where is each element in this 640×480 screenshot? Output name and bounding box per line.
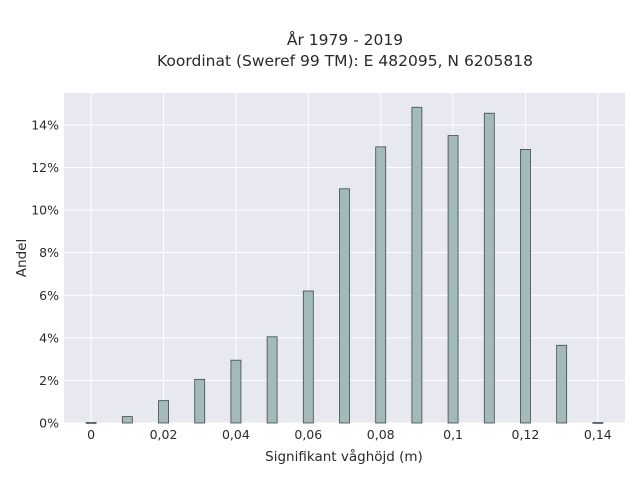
x-tick-label: 0 <box>87 427 95 442</box>
y-axis-label: Andel <box>14 239 30 277</box>
x-axis-label: Signifikant våghöjd (m) <box>265 448 423 465</box>
bar <box>483 112 495 424</box>
x-tick-label: 0,1 <box>443 427 463 442</box>
y-tick-label: 4% <box>39 330 59 345</box>
bar <box>447 135 459 424</box>
x-tick-label: 0,04 <box>222 427 250 442</box>
y-tick-label: 6% <box>39 288 59 303</box>
bar <box>520 149 531 424</box>
x-tick-label: 0,02 <box>150 427 178 442</box>
x-tick-label: 0,12 <box>512 427 540 442</box>
y-tick-label: 0% <box>39 416 59 431</box>
bar <box>266 336 278 424</box>
y-tick-labels: 0% 2% 4% 6% 8% 10% 12% 14% <box>31 117 59 430</box>
bar <box>556 344 568 424</box>
x-tick-labels: 0 0,02 0,04 0,06 0,08 0,1 0,12 0,14 <box>87 427 612 442</box>
bar <box>339 188 350 424</box>
bar <box>121 416 133 424</box>
chart-title-line-2: Koordinat (Sweref 99 TM): E 482095, N 62… <box>157 52 533 70</box>
x-tick-label: 0,06 <box>294 427 322 442</box>
y-tick-label: 10% <box>31 203 59 218</box>
y-tick-label: 14% <box>31 117 59 132</box>
x-tick-label: 0,14 <box>584 427 612 442</box>
bars-group <box>85 106 604 424</box>
x-tick-label: 0,08 <box>367 427 395 442</box>
bar <box>592 422 604 424</box>
bar <box>411 106 423 424</box>
bar <box>158 400 169 424</box>
y-tick-label: 2% <box>39 373 59 388</box>
chart-title-line-1: År 1979 - 2019 <box>287 30 403 49</box>
bar <box>302 290 314 424</box>
bar <box>194 378 206 424</box>
y-tick-label: 8% <box>39 245 59 260</box>
bar <box>85 422 97 424</box>
bar <box>375 146 387 424</box>
bar <box>230 359 242 424</box>
y-tick-label: 12% <box>31 160 59 175</box>
